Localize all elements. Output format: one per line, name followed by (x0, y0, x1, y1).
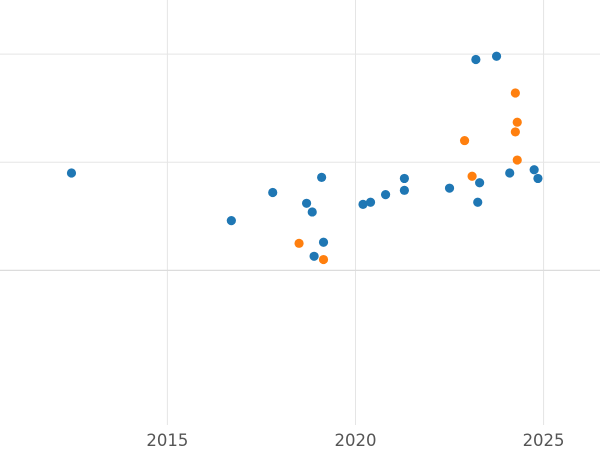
data-point (318, 237, 329, 247)
grid (0, 0, 600, 425)
data-point (309, 251, 319, 261)
data-point (467, 171, 477, 181)
data-point (510, 88, 520, 98)
data-point (226, 216, 236, 226)
x-axis-ticks: 2015 2020 2025 (146, 431, 564, 450)
data-point (533, 173, 543, 184)
data-point (307, 207, 317, 217)
data-point (380, 190, 391, 200)
data-point (399, 185, 409, 195)
data-point (268, 187, 278, 198)
data-point (459, 135, 470, 146)
data-point (444, 183, 455, 193)
data-point (66, 168, 77, 178)
data-point (317, 172, 327, 182)
data-point (505, 168, 515, 178)
data-point (475, 178, 485, 188)
data-point (318, 254, 329, 265)
data-point (512, 155, 522, 165)
data-point (399, 173, 409, 184)
data-point (491, 51, 502, 61)
data-point (365, 197, 376, 207)
x-tick-label: 2025 (523, 431, 565, 450)
data-point (471, 54, 481, 65)
data-point (294, 238, 304, 248)
x-tick-label: 2020 (334, 431, 376, 450)
data-point (529, 165, 539, 175)
data-point (510, 127, 520, 137)
data-point (473, 197, 483, 207)
data-point (301, 198, 312, 208)
x-tick-label: 2015 (146, 431, 188, 450)
data-point (358, 199, 368, 209)
data-points (66, 51, 543, 265)
data-point (512, 117, 522, 127)
